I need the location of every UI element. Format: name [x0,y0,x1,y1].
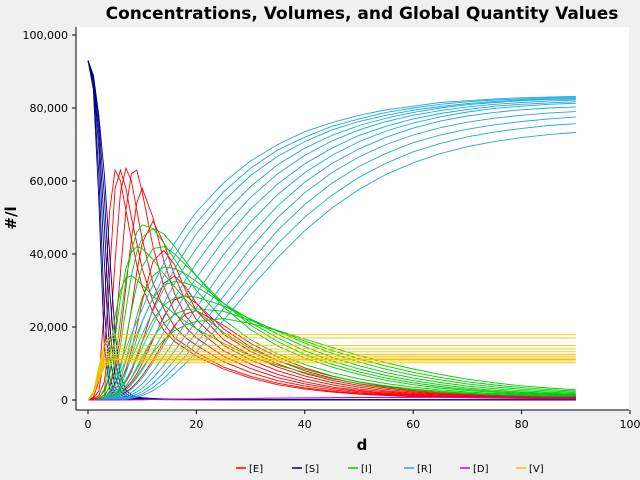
x-ticks: 0 20 40 60 80 100 [85,410,640,431]
y-tick-label: 40,000 [30,248,69,261]
plot-area [76,27,629,410]
x-tick-label: 100 [620,418,640,431]
y-tick-label: 80,000 [30,102,69,115]
series-line [87,348,576,401]
legend-label: [R] [417,464,432,475]
series-line [87,362,576,401]
chart-title: Concentrations, Volumes, and Global Quan… [106,4,619,24]
series-v [87,334,576,401]
legend-label: [V] [529,464,544,475]
legend-label: [E] [249,464,263,475]
y-tick-label: 20,000 [30,321,69,334]
legend-label: [D] [473,464,489,475]
series-line [87,355,576,401]
series-line [87,337,576,401]
y-ticks: 0 20,000 40,000 60,000 80,000 100,000 [23,29,76,407]
series-line [87,334,576,401]
legend-item: [R] [404,464,432,475]
legend-item: [I] [348,464,372,475]
series-line [87,275,576,401]
series-line [88,99,576,401]
series-line [87,220,576,401]
legend-item: [E] [236,464,263,475]
legend: [E] [S] [I] [R] [D] [V] [236,464,544,475]
series-line [88,98,576,401]
x-tick-label: 60 [406,418,420,431]
series-line [87,360,576,401]
series-line [88,95,576,401]
series-line [87,227,576,401]
series-line [87,353,576,401]
series-line [88,295,576,401]
x-tick-label: 20 [189,418,203,431]
series-line [87,351,576,401]
x-tick-label: 0 [85,418,92,431]
y-axis-label: #/l [2,206,20,229]
series-line [88,96,576,401]
legend-label: [S] [305,464,319,475]
y-tick-label: 0 [61,394,68,407]
legend-item: [D] [460,464,489,475]
series-line [87,224,576,401]
x-axis-label: d [357,436,368,454]
series-line [88,396,576,401]
x-tick-label: 40 [298,418,312,431]
series-d [88,396,576,401]
y-tick-label: 60,000 [30,175,69,188]
series-line [87,344,576,401]
series-line [87,359,576,401]
x-tick-label: 80 [515,418,529,431]
legend-label: [I] [361,464,372,475]
series-line [88,101,576,401]
series-layer [87,60,576,401]
series-line [87,357,576,401]
series-line [88,97,576,401]
series-r [88,95,576,401]
series-line [87,246,576,401]
legend-item: [V] [516,464,544,475]
series-line [88,308,576,401]
y-tick-label: 100,000 [23,29,69,42]
legend-item: [S] [292,464,319,475]
